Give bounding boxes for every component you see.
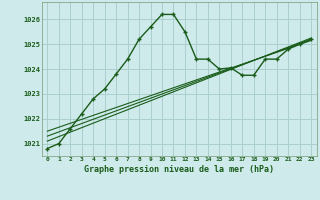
X-axis label: Graphe pression niveau de la mer (hPa): Graphe pression niveau de la mer (hPa) xyxy=(84,165,274,174)
